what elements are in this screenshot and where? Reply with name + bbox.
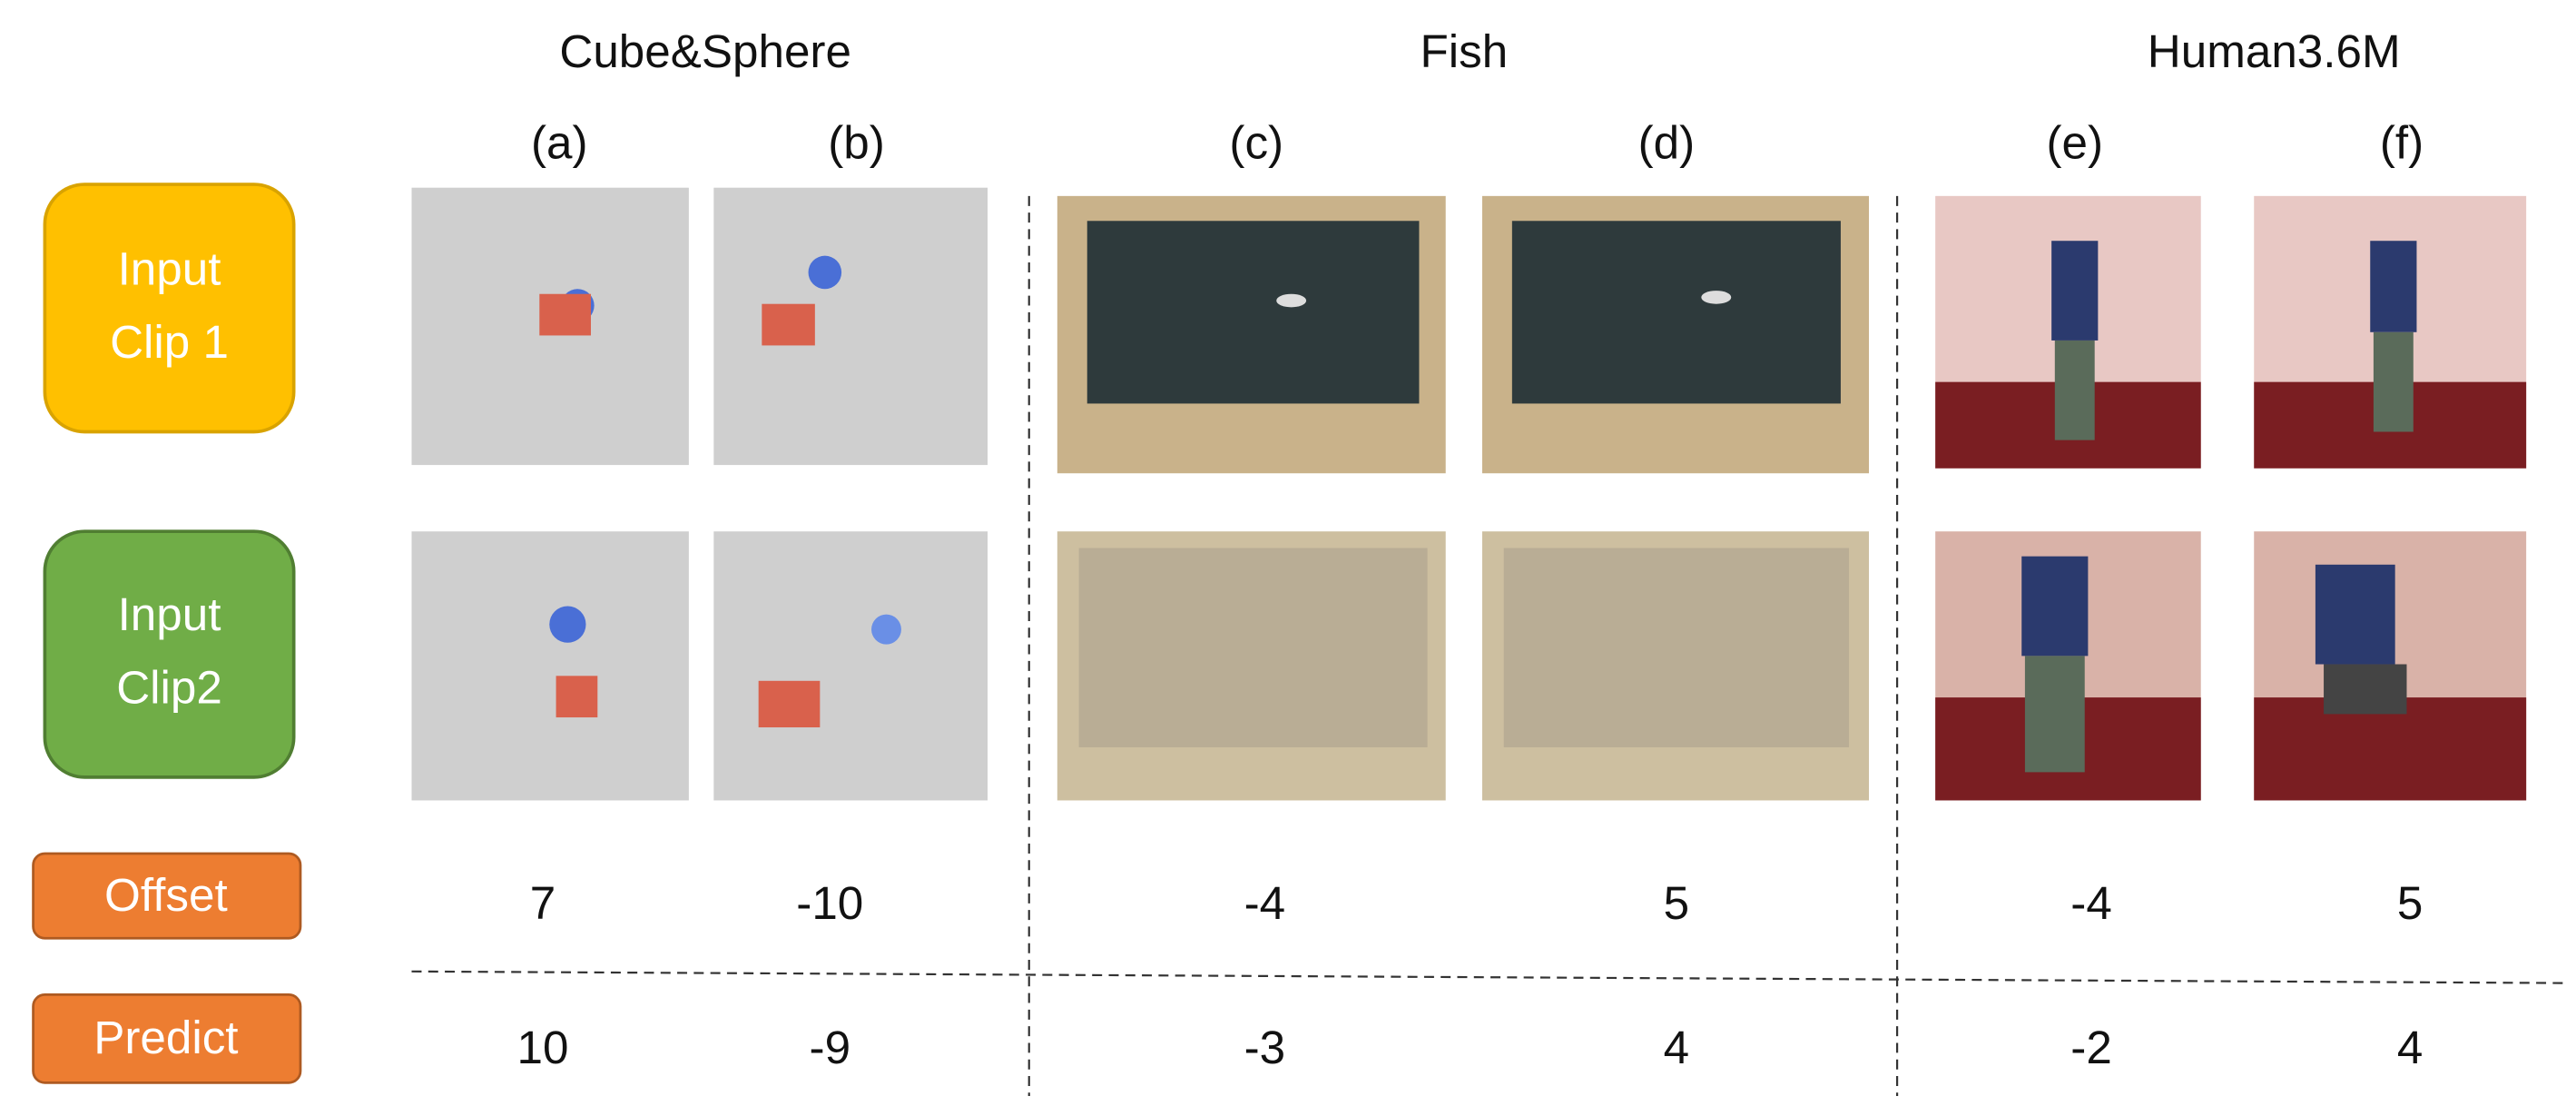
column-label: (f) <box>2380 117 2424 169</box>
row-label: Input <box>118 588 221 640</box>
row-label: Input <box>118 242 221 294</box>
predict-value: -3 <box>1244 1022 1286 1073</box>
cube-sphere-thumbnails <box>411 187 988 801</box>
row-label: Clip 1 <box>110 316 229 368</box>
column-label: (e) <box>2046 117 2103 169</box>
separator <box>411 970 2565 984</box>
offset-value: -10 <box>796 877 863 929</box>
group-title: Human3.6M <box>2148 25 2401 77</box>
offset-value: -4 <box>2070 877 2112 929</box>
predict-value: 10 <box>516 1022 568 1073</box>
predict-value: -9 <box>810 1022 851 1073</box>
offset-value: -4 <box>1244 877 1286 929</box>
column-label: (a) <box>531 117 588 169</box>
fish-thumbnails <box>1057 195 1870 801</box>
row-label: Offset <box>104 869 228 921</box>
predict-value: -2 <box>2070 1022 2112 1073</box>
group-title: Fish <box>1420 25 1508 77</box>
predict-value: 4 <box>2397 1022 2423 1073</box>
offset-value: 7 <box>530 877 556 929</box>
column-label: (c) <box>1229 117 1283 169</box>
offset-value: 5 <box>2397 877 2423 929</box>
predict-value: 4 <box>1664 1022 1689 1073</box>
offset-value: 5 <box>1664 877 1689 929</box>
input-clip-1-box <box>43 183 296 434</box>
row-label: Predict <box>93 1012 238 1063</box>
offset-box <box>32 852 302 940</box>
human-thumbnails <box>1935 195 2527 801</box>
input-clip-2-box <box>43 529 296 779</box>
column-label: (b) <box>828 117 885 169</box>
column-label: (d) <box>1638 117 1696 169</box>
group-title: Cube&Sphere <box>559 25 851 77</box>
row-label: Clip2 <box>116 661 222 713</box>
predict-box <box>32 993 302 1084</box>
